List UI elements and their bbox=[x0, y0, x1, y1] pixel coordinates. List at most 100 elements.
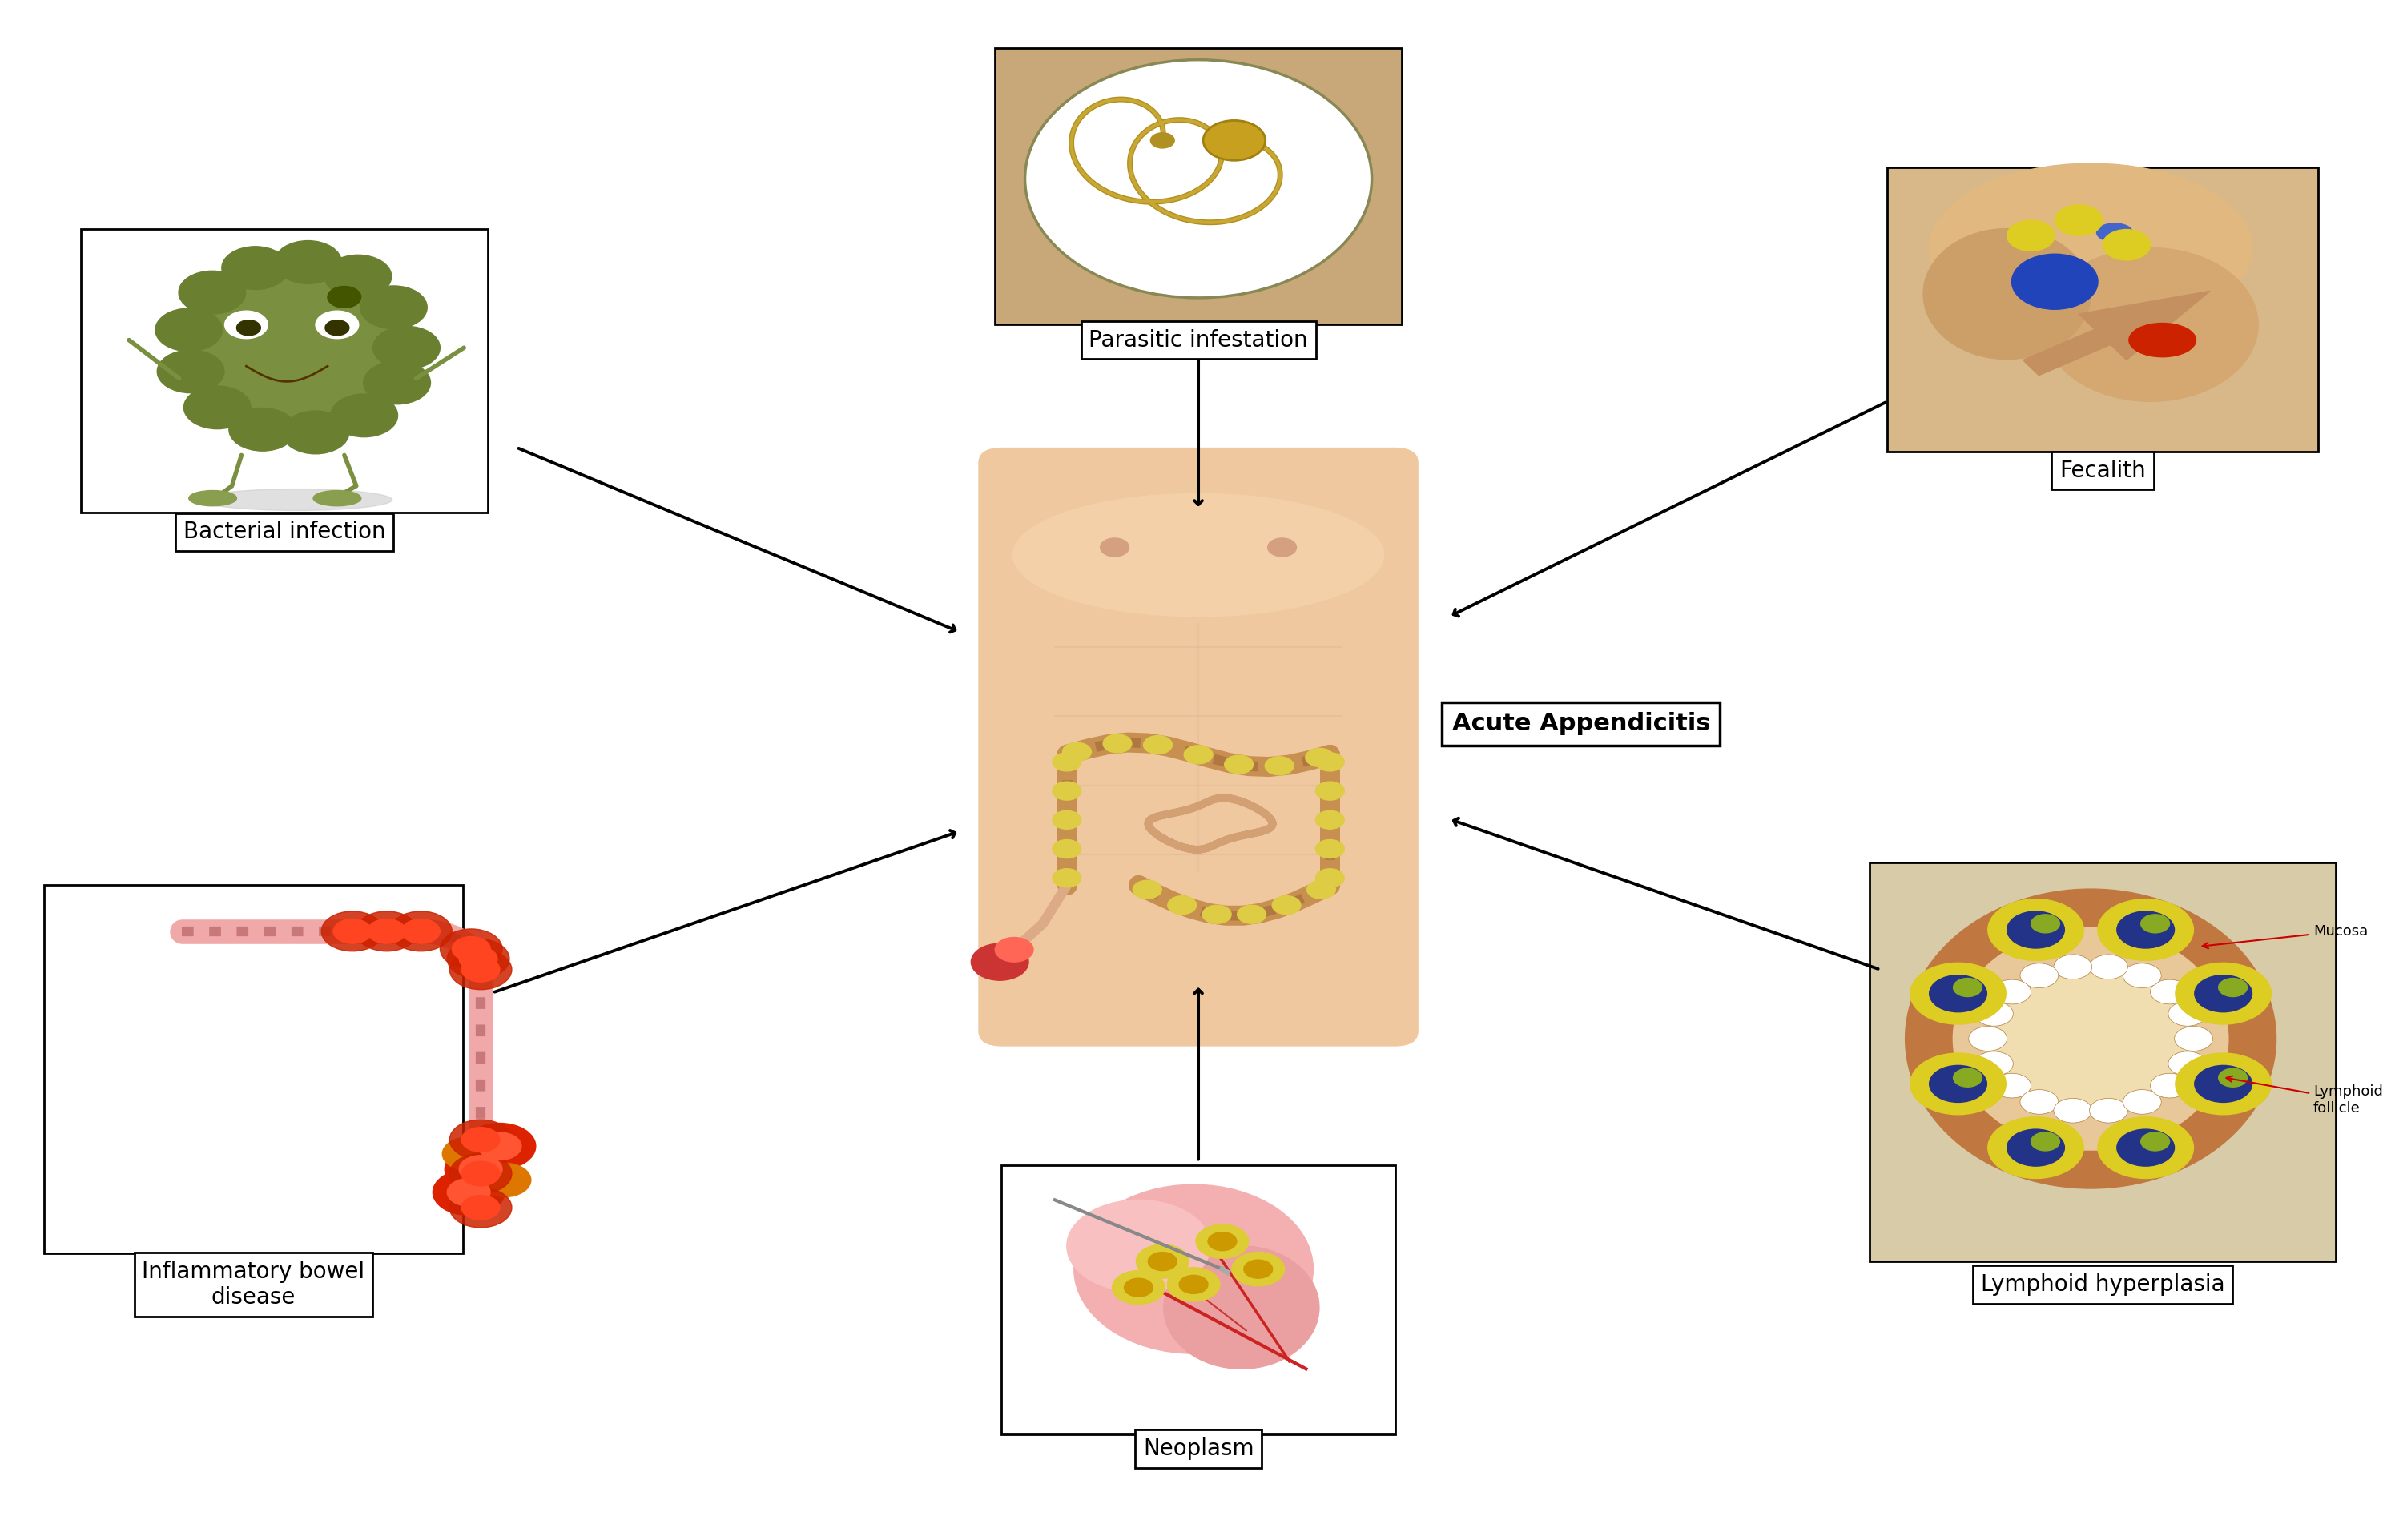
Circle shape bbox=[1307, 881, 1336, 899]
Circle shape bbox=[433, 1169, 505, 1215]
Circle shape bbox=[1987, 899, 2083, 961]
Circle shape bbox=[1053, 782, 1081, 801]
Circle shape bbox=[322, 912, 384, 952]
Circle shape bbox=[447, 1178, 490, 1206]
Circle shape bbox=[2055, 955, 2093, 979]
Circle shape bbox=[356, 912, 418, 952]
Circle shape bbox=[2007, 1129, 2064, 1166]
Circle shape bbox=[1968, 1027, 2007, 1050]
Circle shape bbox=[235, 320, 260, 336]
Circle shape bbox=[1125, 1278, 1153, 1297]
Circle shape bbox=[1053, 869, 1081, 887]
Circle shape bbox=[1185, 745, 1214, 764]
Ellipse shape bbox=[202, 490, 392, 510]
Circle shape bbox=[1271, 896, 1300, 915]
Circle shape bbox=[334, 919, 372, 944]
Circle shape bbox=[221, 246, 288, 290]
Circle shape bbox=[2194, 1066, 2252, 1103]
Circle shape bbox=[1238, 906, 1266, 924]
Circle shape bbox=[2218, 1069, 2247, 1087]
Circle shape bbox=[461, 1127, 500, 1152]
Bar bbox=[1886, 168, 2319, 451]
Circle shape bbox=[478, 1163, 531, 1197]
Circle shape bbox=[1204, 120, 1266, 160]
Circle shape bbox=[459, 1155, 502, 1183]
Circle shape bbox=[1975, 1001, 2014, 1026]
Text: Bacterial infection: Bacterial infection bbox=[183, 521, 387, 544]
Circle shape bbox=[440, 929, 502, 969]
Circle shape bbox=[2098, 899, 2194, 961]
Circle shape bbox=[1910, 962, 2007, 1024]
Circle shape bbox=[442, 1137, 495, 1170]
Circle shape bbox=[1975, 1052, 2014, 1076]
Circle shape bbox=[1233, 1252, 1286, 1286]
FancyBboxPatch shape bbox=[978, 448, 1418, 1046]
Bar bbox=[1870, 862, 2336, 1261]
Circle shape bbox=[459, 947, 497, 972]
Circle shape bbox=[2007, 912, 2064, 949]
Circle shape bbox=[324, 256, 392, 297]
Circle shape bbox=[2055, 1098, 2093, 1123]
Circle shape bbox=[389, 912, 452, 952]
Circle shape bbox=[2007, 220, 2055, 251]
FancyArrow shape bbox=[2023, 291, 2211, 376]
Circle shape bbox=[1245, 1260, 1274, 1278]
Circle shape bbox=[2141, 1132, 2170, 1150]
Circle shape bbox=[1168, 1267, 1221, 1301]
Circle shape bbox=[445, 1146, 517, 1192]
Circle shape bbox=[327, 286, 360, 308]
Circle shape bbox=[2103, 229, 2151, 260]
Bar bbox=[995, 48, 1401, 325]
Circle shape bbox=[1209, 1232, 1238, 1250]
Text: Mucosa: Mucosa bbox=[2204, 924, 2367, 949]
Circle shape bbox=[178, 271, 245, 314]
Circle shape bbox=[281, 411, 348, 454]
Circle shape bbox=[1954, 978, 1982, 996]
Circle shape bbox=[1144, 736, 1173, 755]
Circle shape bbox=[1992, 1073, 2031, 1098]
Ellipse shape bbox=[1954, 927, 2228, 1150]
Circle shape bbox=[1930, 975, 1987, 1012]
Circle shape bbox=[324, 320, 348, 336]
Circle shape bbox=[332, 394, 399, 437]
Ellipse shape bbox=[1922, 229, 2091, 359]
Ellipse shape bbox=[1906, 889, 2276, 1189]
Circle shape bbox=[2218, 978, 2247, 996]
Circle shape bbox=[1910, 1053, 2007, 1115]
Ellipse shape bbox=[1014, 494, 1384, 616]
Ellipse shape bbox=[312, 491, 360, 505]
Bar bbox=[43, 885, 464, 1254]
Ellipse shape bbox=[195, 266, 399, 428]
Circle shape bbox=[2168, 1052, 2206, 1076]
Circle shape bbox=[2055, 205, 2103, 236]
Ellipse shape bbox=[1074, 1184, 1312, 1354]
Circle shape bbox=[2175, 1053, 2271, 1115]
Circle shape bbox=[2117, 1129, 2175, 1166]
Ellipse shape bbox=[1163, 1246, 1319, 1369]
Circle shape bbox=[2098, 1116, 2194, 1178]
Circle shape bbox=[2151, 1073, 2189, 1098]
Circle shape bbox=[315, 311, 358, 339]
Circle shape bbox=[2194, 975, 2252, 1012]
Circle shape bbox=[368, 919, 406, 944]
Text: Lymphoid
follicle: Lymphoid follicle bbox=[2225, 1076, 2384, 1115]
Circle shape bbox=[1930, 1066, 1987, 1103]
Ellipse shape bbox=[1992, 962, 2189, 1115]
Ellipse shape bbox=[190, 491, 235, 505]
Ellipse shape bbox=[1026, 60, 1372, 297]
Circle shape bbox=[372, 326, 440, 370]
Circle shape bbox=[1067, 1200, 1211, 1292]
Circle shape bbox=[2122, 1090, 2160, 1113]
Circle shape bbox=[2175, 1027, 2213, 1050]
Circle shape bbox=[1314, 839, 1343, 858]
Circle shape bbox=[447, 939, 509, 979]
Circle shape bbox=[464, 1123, 536, 1169]
Circle shape bbox=[1954, 1069, 1982, 1087]
Circle shape bbox=[449, 1153, 512, 1194]
Circle shape bbox=[1151, 132, 1175, 148]
Circle shape bbox=[2168, 1001, 2206, 1026]
Circle shape bbox=[461, 1161, 500, 1186]
Circle shape bbox=[1992, 979, 2031, 1004]
Circle shape bbox=[1053, 753, 1081, 772]
Circle shape bbox=[1305, 748, 1334, 767]
